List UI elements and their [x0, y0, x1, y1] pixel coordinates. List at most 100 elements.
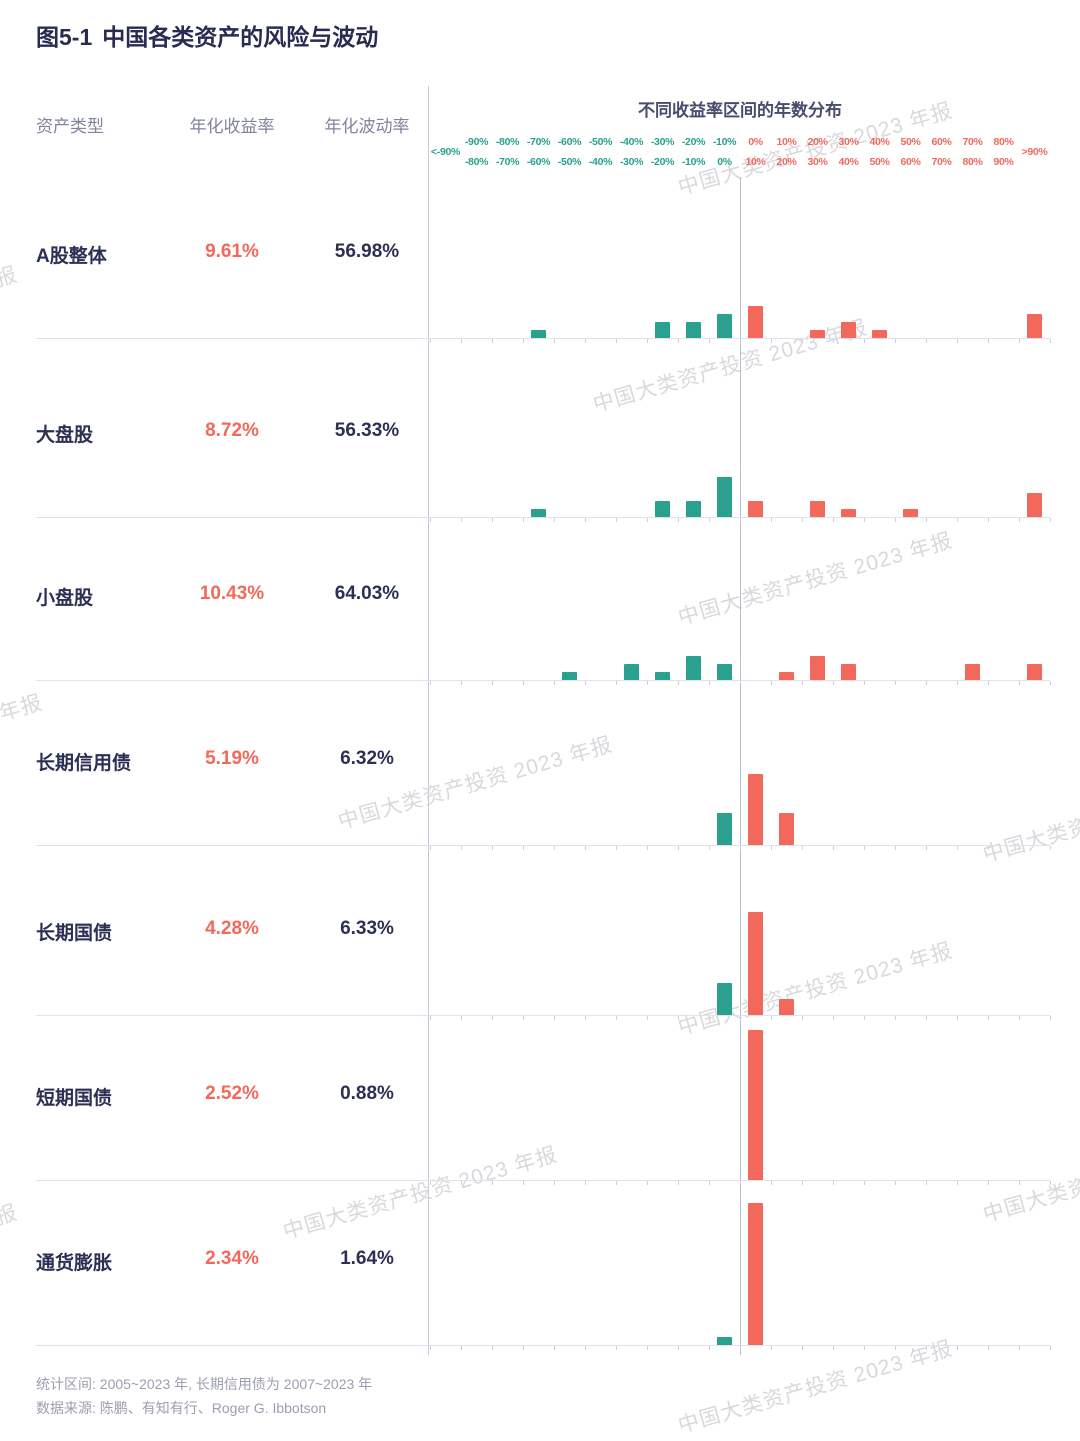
axis-tick [523, 846, 524, 850]
histogram-bar [655, 322, 670, 338]
axis-bin-label-lower: -20% [681, 136, 706, 148]
axis-tick [461, 846, 462, 850]
axis-bin-label-upper: -20% [650, 156, 675, 168]
figure-title: 图5-1 中国各类资产的风险与波动 [36, 18, 378, 52]
histogram-bar [841, 322, 856, 338]
axis-tick [523, 339, 524, 343]
axis-tick [492, 1016, 493, 1020]
axis-tick [492, 681, 493, 685]
axis-tick [740, 518, 741, 522]
axis-tick [554, 1346, 555, 1350]
annual-return-value: 4.28% [205, 918, 259, 939]
annual-volatility-value: 56.33% [334, 420, 400, 441]
axis-tick [554, 1016, 555, 1020]
axis-tick [988, 518, 989, 522]
histogram-bar [748, 912, 763, 1015]
figure-number: 图5-1 [36, 24, 93, 50]
axis-tick [895, 518, 896, 522]
column-header-asset-type: 资产类型 [36, 117, 104, 136]
axis-tick [554, 339, 555, 343]
axis-tick [430, 1016, 431, 1020]
axis-tick [895, 1016, 896, 1020]
histogram-bar [624, 664, 639, 680]
asset-name: 长期信用债 [36, 753, 132, 774]
axis-bin-label-right-edge: >90% [1021, 146, 1048, 158]
table-chart-divider-line [428, 86, 429, 1355]
histogram-bar [717, 1337, 732, 1345]
axis-tick [740, 681, 741, 685]
axis-tick [802, 1346, 803, 1350]
histogram-bar [779, 999, 794, 1015]
axis-tick [833, 1346, 834, 1350]
axis-tick [554, 846, 555, 850]
axis-tick [740, 1016, 741, 1020]
axis-bin-label-lower: -50% [588, 136, 613, 148]
axis-tick [647, 1181, 648, 1185]
axis-tick [895, 846, 896, 850]
axis-tick [833, 1016, 834, 1020]
annual-volatility-value: 56.98% [334, 241, 400, 262]
axis-tick [864, 518, 865, 522]
axis-tick [895, 681, 896, 685]
histogram-bar [531, 330, 546, 338]
annual-return-value: 2.34% [205, 1248, 259, 1269]
axis-bin-label-lower: -80% [495, 136, 520, 148]
axis-tick [957, 1016, 958, 1020]
axis-tick [833, 681, 834, 685]
axis-tick [771, 1181, 772, 1185]
axis-tick [1019, 518, 1020, 522]
axis-tick [740, 1346, 741, 1350]
axis-bin-label-upper: 30% [807, 156, 828, 168]
annual-return-value: 8.72% [205, 420, 259, 441]
axis-tick [802, 1181, 803, 1185]
axis-tick [1050, 339, 1051, 343]
axis-tick [864, 846, 865, 850]
axis-tick [461, 1346, 462, 1350]
axis-tick [585, 1181, 586, 1185]
axis-tick [709, 681, 710, 685]
axis-bin-label-lower: 10% [776, 136, 797, 148]
histogram-bar [717, 983, 732, 1015]
axis-bin-label-lower: 30% [838, 136, 859, 148]
axis-bin-label-upper: -60% [526, 156, 551, 168]
axis-bin-label-upper: 0% [717, 156, 732, 168]
axis-tick [678, 339, 679, 343]
asset-name: A股整体 [36, 246, 107, 267]
annual-volatility-value: 64.03% [334, 583, 400, 604]
histogram-bar [748, 501, 763, 517]
figure-title-text: 中国各类资产的风险与波动 [102, 24, 379, 50]
axis-tick [926, 339, 927, 343]
row-baseline [36, 517, 1050, 518]
axis-tick [554, 518, 555, 522]
axis-tick [647, 846, 648, 850]
histogram-bar [531, 509, 546, 517]
histogram-bar [1027, 314, 1042, 338]
axis-tick [461, 518, 462, 522]
axis-tick [833, 846, 834, 850]
asset-name: 大盘股 [36, 425, 94, 446]
axis-tick [678, 846, 679, 850]
axis-tick [709, 339, 710, 343]
axis-tick [771, 681, 772, 685]
axis-bin-label-lower: 0% [748, 136, 763, 148]
asset-name: 通货膨胀 [36, 1253, 113, 1274]
axis-tick [647, 339, 648, 343]
zero-percent-axis-line [740, 178, 741, 1355]
axis-tick [771, 846, 772, 850]
axis-tick [1050, 1346, 1051, 1350]
footer-statistic-period: 统计区间: 2005~2023 年, 长期信用债为 2007~2023 年 [36, 1376, 373, 1392]
axis-tick [678, 1346, 679, 1350]
row-baseline [36, 845, 1050, 846]
axis-tick [926, 1346, 927, 1350]
axis-tick [585, 339, 586, 343]
axis-tick [771, 518, 772, 522]
column-header-annual-return: 年化收益率 [189, 117, 275, 136]
axis-tick [492, 846, 493, 850]
axis-tick [864, 1016, 865, 1020]
axis-tick [709, 1346, 710, 1350]
axis-tick [957, 339, 958, 343]
axis-tick [957, 681, 958, 685]
histogram-bar [717, 477, 732, 517]
axis-tick [802, 339, 803, 343]
